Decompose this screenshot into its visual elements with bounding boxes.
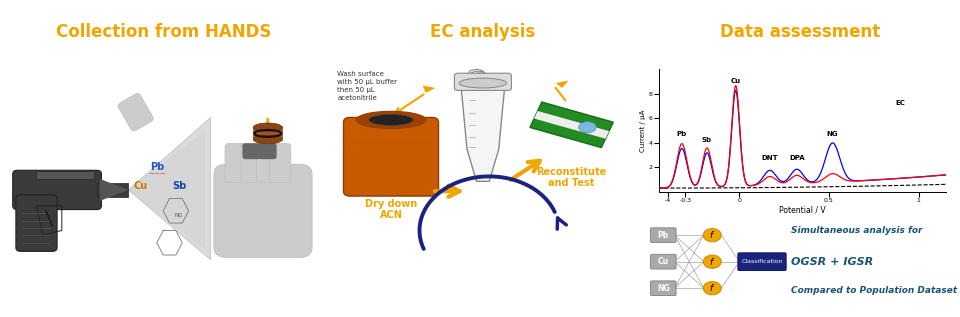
FancyBboxPatch shape	[270, 143, 291, 183]
Text: Classification: Classification	[741, 259, 782, 264]
FancyBboxPatch shape	[36, 171, 93, 179]
Polygon shape	[556, 81, 568, 88]
FancyBboxPatch shape	[97, 183, 129, 197]
Text: Wash surface
with 50 μL buffer
then 50 μL
acetonitrile: Wash surface with 50 μL buffer then 50 μ…	[337, 71, 397, 101]
FancyBboxPatch shape	[16, 195, 57, 251]
Text: Pb: Pb	[677, 131, 687, 137]
Polygon shape	[129, 117, 211, 260]
FancyBboxPatch shape	[738, 253, 786, 270]
FancyBboxPatch shape	[253, 126, 282, 139]
Ellipse shape	[253, 123, 282, 132]
Y-axis label: Current / µA: Current / µA	[639, 109, 645, 152]
Text: $f$: $f$	[709, 256, 715, 267]
Circle shape	[704, 255, 721, 268]
Text: Compared to Population Dataset: Compared to Population Dataset	[791, 286, 957, 295]
Text: N₂: N₂	[470, 76, 495, 95]
FancyBboxPatch shape	[241, 143, 262, 183]
FancyBboxPatch shape	[225, 143, 247, 183]
X-axis label: Potential / V: Potential / V	[779, 206, 826, 215]
Circle shape	[704, 229, 721, 242]
FancyBboxPatch shape	[118, 94, 154, 131]
Text: NG: NG	[657, 284, 670, 293]
Text: Collection from HANDS: Collection from HANDS	[56, 23, 271, 42]
Text: EC: EC	[896, 100, 905, 106]
Polygon shape	[530, 102, 613, 148]
FancyBboxPatch shape	[243, 143, 261, 159]
Text: OGSR + IGSR: OGSR + IGSR	[791, 257, 873, 267]
Text: NG: NG	[827, 131, 838, 137]
FancyBboxPatch shape	[12, 170, 102, 210]
Ellipse shape	[253, 135, 282, 144]
Ellipse shape	[356, 111, 426, 128]
Text: Cu: Cu	[731, 78, 741, 84]
Circle shape	[704, 281, 721, 295]
FancyBboxPatch shape	[454, 73, 512, 90]
Text: Cu: Cu	[133, 181, 148, 191]
Polygon shape	[129, 132, 204, 248]
Text: $f$: $f$	[709, 229, 715, 240]
FancyBboxPatch shape	[344, 118, 439, 196]
Text: DNT: DNT	[761, 155, 779, 161]
Text: Pb: Pb	[150, 162, 164, 171]
Text: NG: NG	[175, 213, 183, 218]
Ellipse shape	[579, 122, 596, 133]
Polygon shape	[534, 111, 609, 139]
FancyBboxPatch shape	[651, 228, 676, 243]
Polygon shape	[422, 86, 436, 93]
Text: Data assessment: Data assessment	[720, 23, 879, 42]
FancyBboxPatch shape	[256, 143, 278, 183]
Text: Reconstitute
and Test: Reconstitute and Test	[537, 167, 607, 188]
Text: Dry down
ACN: Dry down ACN	[365, 198, 418, 220]
Polygon shape	[100, 179, 129, 201]
Polygon shape	[461, 83, 505, 181]
FancyBboxPatch shape	[651, 254, 676, 269]
Text: Pb: Pb	[658, 231, 669, 240]
Text: Cu: Cu	[658, 257, 669, 266]
FancyBboxPatch shape	[258, 143, 276, 159]
FancyBboxPatch shape	[214, 164, 312, 257]
Text: DPA: DPA	[789, 155, 804, 161]
Text: ~~~: ~~~	[148, 171, 166, 177]
Text: $f$: $f$	[709, 282, 715, 293]
Ellipse shape	[459, 78, 507, 88]
Ellipse shape	[369, 114, 413, 126]
Text: Simultaneous analysis for: Simultaneous analysis for	[791, 226, 923, 235]
Text: Sb: Sb	[172, 181, 186, 191]
Text: EC analysis: EC analysis	[430, 23, 536, 42]
FancyBboxPatch shape	[651, 281, 676, 295]
Text: Sb: Sb	[702, 137, 712, 143]
